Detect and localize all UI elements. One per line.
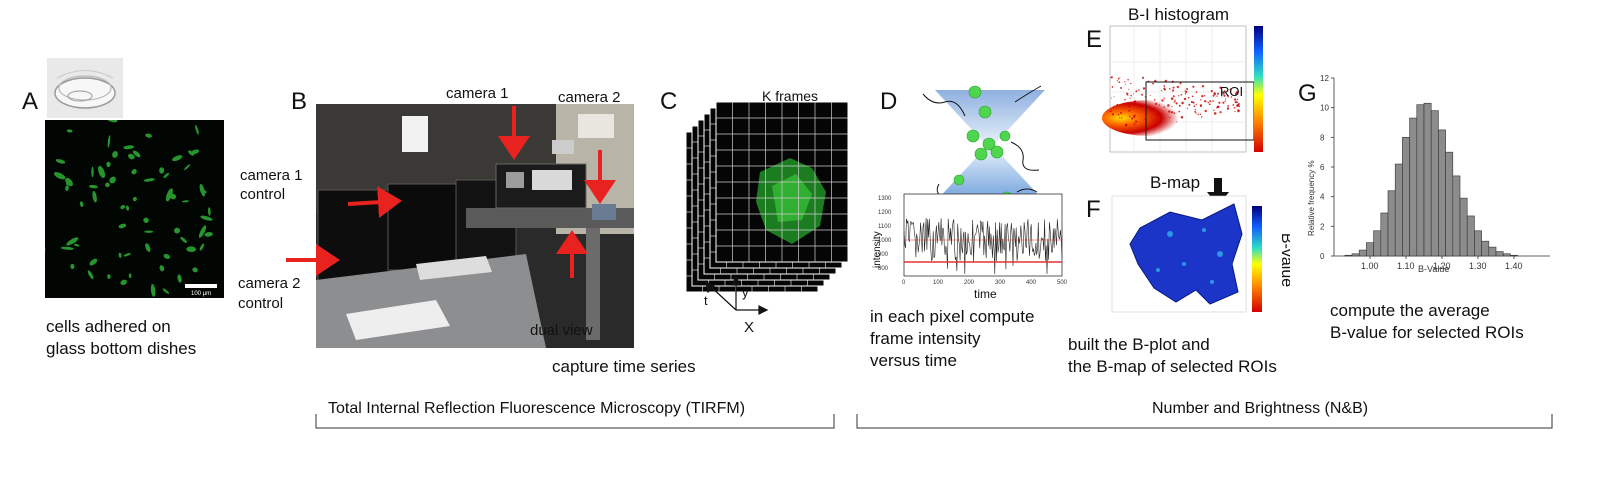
trace-ytick: 1000 (878, 238, 892, 244)
trace-ytick: 1300 (878, 196, 892, 202)
histogram-bar (1358, 249, 1367, 257)
g-xtick: 1.00 (1361, 261, 1379, 271)
trace-xtick: 100 (933, 280, 944, 286)
g-ytick: 12 (1320, 74, 1329, 83)
panel-letter-c: C (660, 88, 678, 115)
panel-letter-f: F (1086, 196, 1101, 223)
histogram-bar (1474, 230, 1482, 257)
caption-f-line1: built the B-plot and (1068, 335, 1210, 354)
axis-x-label: X (744, 319, 754, 336)
histogram-bar (1445, 151, 1454, 257)
histogram-bar (1495, 251, 1504, 257)
histogram-bar (1488, 246, 1497, 257)
trace-ylabel: intensity (872, 231, 883, 268)
b-value-histogram: 0 2 4 6 8 10 12 1.00 1.10 1.20 1.30 1.40 Relative … (1307, 74, 1550, 274)
g-xlabel: B-Value (1418, 264, 1449, 274)
histogram-bar (1416, 104, 1425, 257)
cells-fluorescence-image: 100 µm (45, 120, 224, 298)
b-map-image: B-value (1111, 195, 1290, 313)
petri-dish-image (47, 58, 123, 118)
cam2-control-line2: control (238, 295, 284, 312)
g-ytick: 10 (1320, 104, 1329, 113)
trace-ytick: 1100 (878, 224, 892, 230)
histogram-bar (1394, 163, 1403, 257)
g-ylabel: Relative frequency % (1307, 160, 1316, 236)
histogram-bar (1366, 242, 1374, 257)
caption-f-line2: the B-map of selected ROIs (1068, 357, 1277, 376)
tirfm-bracket-label: Total Internal Reflection Fluorescence M… (328, 400, 746, 417)
trace-ytick: 900 (878, 252, 889, 258)
caption-g-line1: compute the average (1330, 301, 1490, 320)
trace-xtick: 0 (902, 280, 906, 286)
cam2-control-line1: camera 2 (238, 275, 301, 292)
histogram-bar (1344, 254, 1353, 257)
brackets (315, 414, 1553, 429)
g-xtick: 1.40 (1505, 261, 1523, 271)
scale-bar-label: 100 µm (191, 291, 211, 297)
trace-xlabel: time (974, 287, 997, 301)
k-frames-label: K frames (762, 88, 819, 104)
roi-label: ROI (1220, 84, 1243, 99)
b-map-title: B-map (1150, 173, 1201, 192)
histogram-bar (1409, 117, 1418, 257)
histogram-bar (1387, 190, 1396, 257)
histogram-bar (1423, 102, 1432, 257)
nb-bracket-label: Number and Brightness (N&B) (1152, 400, 1369, 417)
histogram-bar (1438, 129, 1446, 257)
g-ytick: 2 (1320, 222, 1325, 231)
axis-t-label: t (704, 293, 708, 308)
trace-xtick: 300 (995, 280, 1006, 286)
panel-letter-e: E (1086, 26, 1103, 53)
cam1-control-arrow (347, 186, 402, 219)
g-ytick: 0 (1320, 252, 1325, 261)
caption-a-line1: cells adhered on (46, 317, 171, 336)
g-ytick: 4 (1320, 193, 1325, 202)
bi-histogram-title: B-I histogram (1128, 5, 1230, 24)
caption-g-line2: B-value for selected ROIs (1330, 323, 1524, 342)
histogram-bar (1510, 254, 1518, 257)
histogram-bar (1430, 110, 1439, 257)
caption-a-line2: glass bottom dishes (46, 339, 197, 358)
histogram-bar (1373, 230, 1382, 257)
dual-view-label: dual view (530, 322, 593, 339)
histogram-bar (1466, 215, 1475, 257)
trace-ytick: 800 (878, 266, 889, 272)
panel-letter-g: G (1298, 80, 1317, 107)
axis-y-label: y (742, 285, 749, 300)
trace-ytick: 1200 (878, 210, 892, 216)
g-xtick: 1.20 (1433, 261, 1451, 271)
panel-letter-b: B (291, 88, 308, 115)
g-xtick: 1.10 (1397, 261, 1415, 271)
camera2-label: camera 2 (558, 89, 621, 106)
g-xtick: 1.30 (1469, 261, 1487, 271)
histogram-bar (1502, 253, 1511, 257)
panel-letter-d: D (880, 88, 898, 115)
trace-xtick: 500 (1057, 280, 1068, 286)
panel-letter-a: A (22, 88, 39, 115)
caption-d-line1: in each pixel compute (870, 307, 1035, 326)
histogram-bar (1351, 253, 1360, 257)
histogram-bar (1452, 175, 1461, 257)
setup-arrows (286, 106, 616, 278)
frame-stack: t y X (685, 102, 849, 336)
tirf-cone-diagram (922, 85, 1045, 205)
cam1-control-line1: camera 1 (240, 167, 303, 184)
histogram-bar (1380, 212, 1389, 257)
bi-histogram-plot: ROI (1102, 25, 1263, 153)
trace-xtick: 400 (1026, 280, 1037, 286)
caption-c: capture time series (552, 357, 696, 376)
histogram-bar (1459, 197, 1468, 257)
b-value-colorbar-label: B-value (1278, 233, 1290, 287)
g-ytick: 6 (1320, 163, 1325, 172)
histogram-bar (1402, 137, 1410, 257)
g-ytick: 8 (1320, 133, 1325, 142)
caption-d-line3: versus time (870, 351, 957, 370)
cam1-control-line2: control (240, 186, 286, 203)
caption-d-line2: frame intensity (870, 329, 981, 348)
histogram-bar (1481, 240, 1490, 257)
trace-xtick: 200 (964, 280, 975, 286)
camera1-label: camera 1 (446, 85, 509, 102)
